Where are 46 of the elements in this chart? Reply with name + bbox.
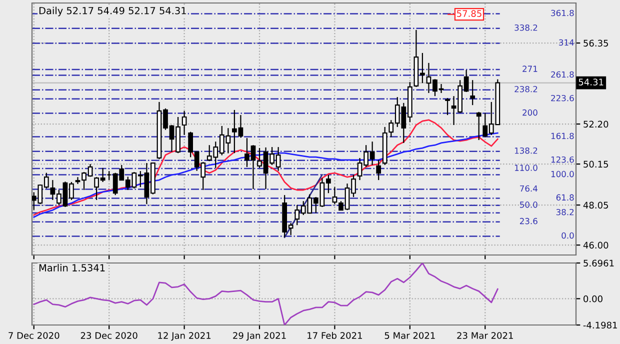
text: 138.2 bbox=[514, 147, 538, 154]
x-tick-label: 17 Feb 2021 bbox=[308, 332, 362, 339]
text: 0.0 bbox=[562, 232, 574, 239]
text: 261.8 bbox=[551, 71, 574, 78]
text: 223.6 bbox=[551, 94, 574, 102]
y-tick-label: 5.6961 bbox=[584, 260, 614, 267]
chart-title: Daily 52.17 54.49 52.17 54.31 bbox=[39, 6, 186, 16]
text: 271 bbox=[522, 66, 538, 72]
x-tick-label: 7 Dec 2020 bbox=[8, 332, 60, 339]
text: 123.6 bbox=[551, 156, 574, 163]
text: 161.8 bbox=[551, 132, 574, 140]
text: 338.2 bbox=[514, 24, 538, 31]
candlestick bbox=[445, 98, 450, 116]
y-tick-label: 50.15 bbox=[584, 160, 608, 168]
text: 38.2 bbox=[556, 208, 574, 216]
text: 361.8 bbox=[551, 10, 574, 16]
candlestick bbox=[470, 80, 476, 106]
x-tick-label: 12 Jan 2021 bbox=[158, 332, 211, 341]
text: 200 bbox=[522, 109, 538, 116]
text: 76.4 bbox=[520, 185, 538, 192]
text: 100.0 bbox=[551, 170, 574, 178]
candlestick bbox=[376, 159, 382, 181]
x-tick-label: 23 Mar 2021 bbox=[457, 332, 513, 339]
text: 238.2 bbox=[514, 86, 538, 92]
y-tick-label: 48.05 bbox=[583, 202, 608, 209]
line-series bbox=[33, 119, 498, 216]
y-tick-label: 56.35 bbox=[584, 40, 608, 47]
text: 314 bbox=[559, 39, 574, 46]
y-tick-label: 0.00 bbox=[584, 295, 602, 302]
text: 110.0 bbox=[514, 164, 538, 171]
y-tick-label: 46.00 bbox=[583, 242, 608, 249]
chart-title: Marlin 1.5341 bbox=[39, 264, 105, 272]
candlestick bbox=[332, 186, 338, 205]
annotation: 57.85 bbox=[457, 10, 482, 17]
text: 61.8 bbox=[556, 194, 574, 201]
text: 23.6 bbox=[520, 218, 538, 224]
y-tick-label: -4.1981 bbox=[583, 322, 617, 329]
ref-line-label: 54.31 bbox=[578, 78, 604, 86]
x-tick-label: 29 Jan 2021 bbox=[233, 332, 286, 341]
candlestick bbox=[476, 111, 482, 141]
x-tick-label: 5 Mar 2021 bbox=[384, 332, 435, 339]
line-series bbox=[33, 263, 498, 325]
candlestick bbox=[182, 110, 187, 136]
text: 50.0 bbox=[520, 202, 538, 208]
y-tick-label: 52.20 bbox=[584, 120, 608, 128]
x-tick-label: 23 Dec 2020 bbox=[80, 332, 138, 339]
